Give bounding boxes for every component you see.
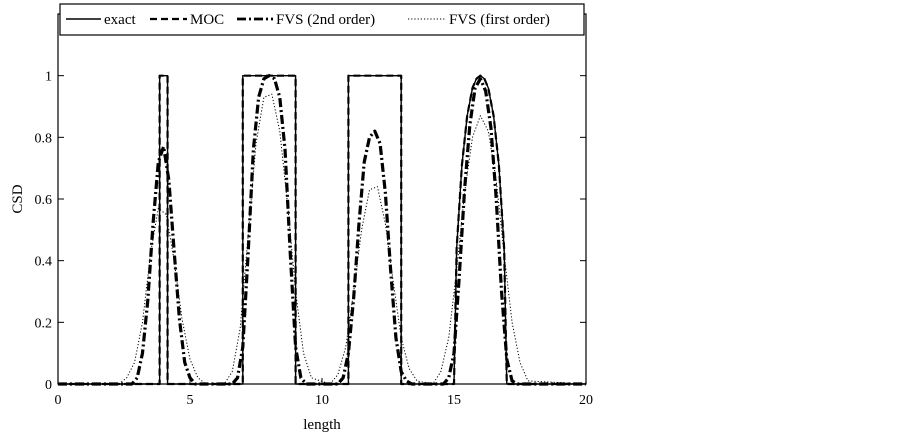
- x-tick-label: 15: [447, 393, 461, 408]
- x-tick-label: 20: [579, 393, 593, 408]
- legend: exact MOC FVS (2nd order) FVS (first order): [59, 3, 585, 36]
- series-layer: [58, 74, 587, 386]
- series-line-fvs-2nd-order: [58, 74, 586, 386]
- series-line-exact: [58, 74, 586, 385]
- series-line-moc: [58, 74, 586, 386]
- y-tick-label: 0.6: [35, 193, 53, 208]
- x-tick-label: 5: [187, 393, 194, 408]
- x-tick-label: 0: [55, 393, 62, 408]
- x-axis-label: length: [303, 417, 341, 433]
- y-tick-label: 0.4: [35, 255, 53, 270]
- y-tick-label: 0: [45, 378, 52, 393]
- y-tick-label: 0.8: [35, 131, 53, 146]
- ticks-layer: 0 5 10 15 20 0 0.2 0.4 0.6 0.8 1: [35, 14, 593, 408]
- legend-label: FVS (first order): [449, 12, 550, 28]
- y-tick-label: 1: [45, 70, 52, 85]
- y-axis-label: CSD: [10, 184, 26, 213]
- y-tick-label: 0.2: [35, 316, 53, 331]
- legend-label: FVS (2nd order): [276, 12, 375, 28]
- series-line-fvs-first-order: [58, 93, 587, 385]
- plot-frame: [57, 13, 587, 385]
- legend-label: MOC: [190, 12, 224, 28]
- legend-label: exact: [104, 12, 136, 28]
- legend-box: [59, 3, 585, 36]
- x-tick-label: 10: [315, 393, 329, 408]
